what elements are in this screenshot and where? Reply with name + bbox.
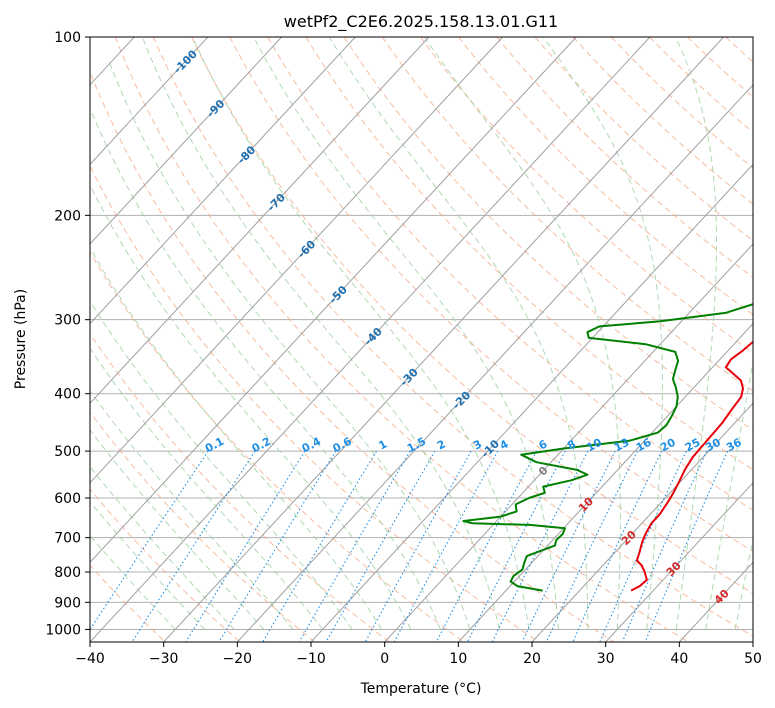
y-tick-label: 600 <box>54 491 81 507</box>
mixing-ratio-line <box>185 450 306 642</box>
y-tick-label: 400 <box>54 387 81 403</box>
mixing-ratio-label: 30 <box>703 436 723 455</box>
mixing-ratio-line <box>599 450 687 642</box>
isotherm <box>605 482 753 642</box>
y-tick-label: 900 <box>54 595 81 611</box>
isotherm <box>531 402 753 642</box>
moist-adiabat <box>90 246 383 630</box>
mixing-ratio-label: 36 <box>724 436 744 455</box>
isotherm <box>90 37 430 404</box>
moist-adiabat <box>90 347 323 630</box>
x-tick-label: −20 <box>223 651 253 667</box>
dry-adiabat <box>90 332 391 642</box>
mixing-ratio-line <box>521 450 616 642</box>
isotherm <box>384 243 753 642</box>
dry-adiabat <box>267 37 753 511</box>
mixing-ratio-line <box>325 450 436 642</box>
dry-adiabat <box>191 37 753 594</box>
moist-adiabat <box>90 300 353 630</box>
moist-adiabat <box>734 537 753 630</box>
x-axis-title: Temperature (°C) <box>360 681 482 697</box>
dewpoint-line <box>462 303 753 592</box>
x-tick-label: 20 <box>523 651 541 667</box>
x-tick-label: 30 <box>597 651 615 667</box>
moist-adiabat <box>108 61 471 630</box>
x-tick-label: 10 <box>449 651 467 667</box>
dry-adiabat <box>90 488 241 642</box>
dry-adiabat <box>572 37 753 205</box>
mixing-ratio-line <box>572 450 663 642</box>
temperature-line <box>630 340 753 592</box>
isotherm <box>457 322 753 642</box>
moist-adiabat <box>705 358 753 630</box>
isotherm <box>236 84 753 642</box>
mixing-ratio-line <box>218 450 337 642</box>
y-tick-label: 100 <box>54 30 81 46</box>
y-tick-label: 500 <box>54 444 81 460</box>
y-tick-label: 1000 <box>45 622 81 638</box>
moist-adiabat <box>675 37 717 630</box>
x-tick-label: −40 <box>75 651 105 667</box>
isotherm <box>90 37 282 245</box>
y-tick-label: 300 <box>54 313 81 329</box>
x-tick-label: −30 <box>149 651 179 667</box>
isotherm <box>90 37 209 166</box>
isotherm <box>90 37 356 325</box>
dry-adiabat <box>534 37 753 242</box>
x-tick-label: −10 <box>296 651 326 667</box>
dry-adiabat <box>90 164 540 642</box>
isotherm <box>90 37 651 642</box>
y-tick-label: 700 <box>54 531 81 547</box>
x-tick-label: 0 <box>380 651 389 667</box>
mixing-ratio-label: 10 <box>584 436 604 455</box>
x-tick-label: 40 <box>670 651 688 667</box>
mixing-ratio-label: 20 <box>658 436 678 455</box>
isotherm <box>90 37 503 484</box>
y-tick-label: 800 <box>54 565 81 581</box>
plot-frame <box>89 36 754 643</box>
mixing-ratio-line <box>90 450 209 631</box>
mixing-ratio-line <box>393 450 499 642</box>
mixing-ratio-line <box>435 450 538 642</box>
dry-adiabat <box>305 37 753 471</box>
moist-adiabat <box>253 37 559 630</box>
y-axis-title: Pressure (hPa) <box>13 289 29 389</box>
mixing-ratio-line <box>364 450 472 642</box>
moist-adiabat <box>141 37 500 630</box>
mixing-ratio-line <box>545 450 638 642</box>
moist-adiabat <box>542 37 663 630</box>
moist-adiabat <box>328 37 589 630</box>
y-tick-label: 200 <box>54 208 81 224</box>
isotherm <box>310 163 753 642</box>
dry-adiabat <box>90 70 615 642</box>
moist-adiabat <box>423 37 621 630</box>
isotherm <box>90 37 577 564</box>
isotherm <box>163 37 724 642</box>
dry-adiabat <box>114 37 690 642</box>
moist-adiabat <box>90 107 441 630</box>
mixing-ratio-label: 13 <box>612 436 632 455</box>
moist-adiabat <box>90 389 294 630</box>
dry-adiabat <box>458 37 753 316</box>
dry-adiabat <box>343 37 753 431</box>
moist-adiabat <box>90 465 235 630</box>
dry-adiabat <box>420 37 753 354</box>
moist-adiabat <box>90 184 412 630</box>
mixing-ratio-label: 25 <box>683 436 703 455</box>
mixing-ratio-line <box>491 450 589 642</box>
x-tick-label: 50 <box>744 651 762 667</box>
plot-area <box>90 37 753 642</box>
axes: −40 −30 −20 −10 0 10 20 30 40 50 100 200 300 400 500 60… <box>45 30 762 667</box>
chart-title: wetPf2_C2E6.2025.158.13.01.G11 <box>284 12 558 32</box>
mixing-ratio-label: 16 <box>634 436 654 455</box>
dry-adiabat <box>152 37 753 637</box>
